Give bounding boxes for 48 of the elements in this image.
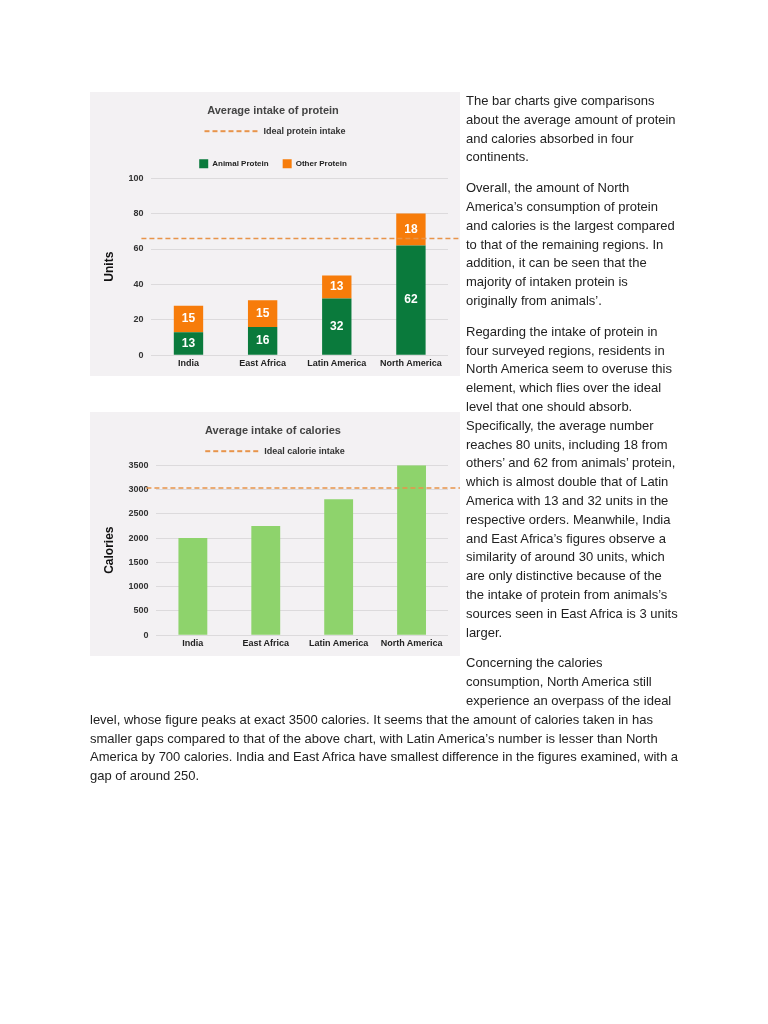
y-tick-label: 1500 xyxy=(128,556,149,567)
y-tick-label: 80 xyxy=(133,208,144,219)
chart-title: Average intake of calories xyxy=(205,423,341,436)
y-tick-label: 2000 xyxy=(128,532,149,543)
data-label: 16 xyxy=(255,333,270,348)
data-label: 15 xyxy=(181,311,196,326)
y-tick-label: 0 xyxy=(138,349,144,360)
x-tick-label: North America xyxy=(380,358,443,369)
legend-label: Animal Protein xyxy=(212,158,269,168)
bar xyxy=(251,525,281,635)
text: Regarding the intake of protein in four surveyed regions, residents in North America seem to overuse this element, which flies over the ideal level that one should absorb. Specifically, the average number reaches 80 units, including 18 from others’ and 62 from animals’ protein, which is almost double that of Latin America with 13 and 32 units in the respective orders. Meanwhile, India and East Africa’s figures observe a similarity of around 30 units, which are only distinctive because of the the intake of protein from animals’s sources seen in East Africa is 3 units larger. xyxy=(466,323,678,640)
y-tick-label: 3500 xyxy=(128,459,149,470)
y-axis-title: Units xyxy=(101,251,116,282)
text: Concerning the calories consumption, North America still experience an overpass of the ideal level, whose figure peaks at exact 3500 calories. It seems that the amount of calories taken in has smaller gaps compared to that of the above chart, with Latin America’s number is lesser than North America by 700 calories. India and East Africa have smallest difference in the figures examined, with a gap of around 250. xyxy=(90,654,679,786)
bar xyxy=(178,538,208,635)
y-tick-label: 2500 xyxy=(128,508,149,519)
data-label: 32 xyxy=(330,318,344,333)
data-label: 15 xyxy=(255,305,270,320)
x-tick-label: Latin America xyxy=(307,358,368,369)
data-label: 13 xyxy=(181,335,196,350)
data-label: 62 xyxy=(404,292,418,307)
legend-label: Other Protein xyxy=(295,158,347,168)
x-tick-label: India xyxy=(182,638,205,649)
text: Overall, the amount of North America’s consumption of protein and calories is the largest compared to that of the remaining regions. In addition, it can be seen that the majority of intaken protein is originally from animals’. xyxy=(466,180,675,308)
x-tick-label: North America xyxy=(380,638,444,649)
x-tick-label: India xyxy=(177,358,200,369)
y-tick-label: 100 xyxy=(128,172,144,183)
y-tick-label: 60 xyxy=(133,243,144,254)
y-tick-label: 0 xyxy=(143,629,149,640)
legend-label: Ideal protein intake xyxy=(263,125,346,136)
text: The bar charts give comparisons about the average amount of protein and calories absorbed in four continents. xyxy=(466,93,676,165)
y-tick-label: 500 xyxy=(133,605,149,616)
data-label: 13 xyxy=(330,279,344,294)
x-tick-label: East Africa xyxy=(239,358,287,369)
data-label: 18 xyxy=(404,221,418,236)
y-axis-title: Calories xyxy=(101,526,116,574)
y-tick-label: 3000 xyxy=(128,483,149,494)
bar xyxy=(396,245,426,355)
bar xyxy=(322,298,352,355)
bar xyxy=(397,465,426,635)
bar xyxy=(324,499,354,635)
y-tick-label: 40 xyxy=(133,278,144,289)
legend-label: Ideal calorie intake xyxy=(264,445,345,456)
chart-title: Average intake of protein xyxy=(207,103,340,116)
y-tick-label: 1000 xyxy=(128,581,149,592)
y-tick-label: 20 xyxy=(133,314,144,325)
x-tick-label: Latin America xyxy=(309,638,370,649)
x-tick-label: East Africa xyxy=(242,638,291,649)
